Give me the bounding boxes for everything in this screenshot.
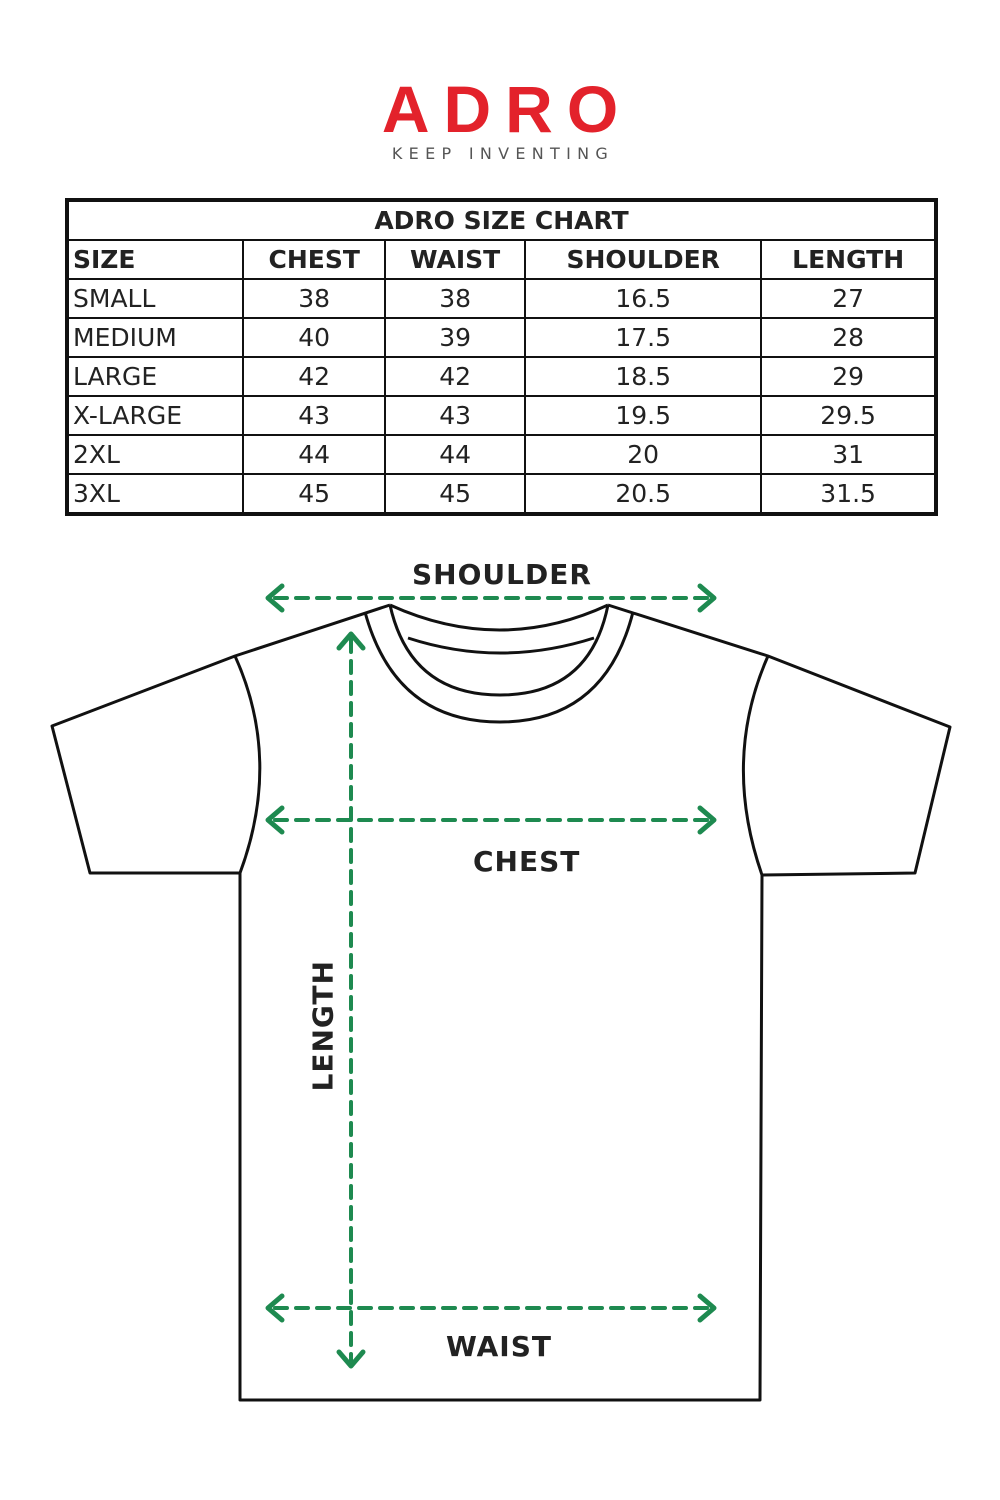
- table-row: X-LARGE 43 43 19.5 29.5: [65, 395, 937, 436]
- shoulder-label: SHOULDER: [412, 558, 592, 591]
- measurement-cell: 17.5: [524, 317, 763, 358]
- arrow-right-icon: [697, 805, 717, 835]
- size-cell: 3XL: [65, 473, 245, 515]
- measurement-cell: 42: [242, 356, 387, 397]
- measurement-cell: 42: [384, 356, 527, 397]
- measurement-cell: 31.5: [760, 473, 937, 515]
- measurement-cell: 45: [384, 473, 527, 515]
- measurement-cell: 29: [760, 356, 937, 397]
- measurement-cell: 43: [384, 395, 527, 436]
- header-size: SIZE: [65, 239, 245, 280]
- logo-wordmark: ADRO: [381, 72, 633, 146]
- table-row: MEDIUM 40 39 17.5 28: [65, 317, 937, 358]
- size-chart-table: ADRO SIZE CHART SIZE CHEST WAIST SHOULDE…: [65, 198, 938, 516]
- measurement-cell: 38: [242, 278, 387, 319]
- measurement-cell: 20: [524, 434, 763, 475]
- brand-logo: ADRO KEEP INVENTING: [0, 74, 1000, 163]
- header-waist: WAIST: [384, 239, 527, 280]
- arrow-up-icon: [336, 631, 366, 651]
- size-cell: SMALL: [65, 278, 245, 319]
- arrow-left-icon: [265, 583, 285, 613]
- header-chest: CHEST: [242, 239, 387, 280]
- measurement-cell: 43: [242, 395, 387, 436]
- measurement-cell: 18.5: [524, 356, 763, 397]
- arrow-right-icon: [697, 583, 717, 613]
- size-cell: 2XL: [65, 434, 245, 475]
- measurement-cell: 38: [384, 278, 527, 319]
- measurement-cell: 28: [760, 317, 937, 358]
- size-cell: X-LARGE: [65, 395, 245, 436]
- table-header-row: SIZE CHEST WAIST SHOULDER LENGTH: [65, 239, 937, 280]
- header-length: LENGTH: [760, 239, 937, 280]
- measurement-cell: 40: [242, 317, 387, 358]
- table-row: 2XL 44 44 20 31: [65, 434, 937, 475]
- length-label: LENGTH: [306, 960, 340, 1092]
- arrow-right-icon: [697, 1293, 717, 1323]
- header-shoulder: SHOULDER: [524, 239, 763, 280]
- waist-label: WAIST: [446, 1330, 552, 1363]
- arrow-left-icon: [265, 805, 285, 835]
- measurement-cell: 45: [242, 473, 387, 515]
- measurement-cell: 16.5: [524, 278, 763, 319]
- measurement-cell: 31: [760, 434, 937, 475]
- arrow-down-icon: [336, 1349, 366, 1369]
- measurement-cell: 27: [760, 278, 937, 319]
- table-title: ADRO SIZE CHART: [66, 199, 937, 241]
- table-row: SMALL 38 38 16.5 27: [65, 278, 937, 319]
- size-cell: LARGE: [65, 356, 245, 397]
- table-row: LARGE 42 42 18.5 29: [65, 356, 937, 397]
- measurement-cell: 44: [242, 434, 387, 475]
- measurement-cell: 29.5: [760, 395, 937, 436]
- chest-label: CHEST: [473, 845, 581, 878]
- size-cell: MEDIUM: [65, 317, 245, 358]
- tshirt-outline: [50, 603, 952, 1402]
- measurement-cell: 39: [384, 317, 527, 358]
- measurement-cell: 44: [384, 434, 527, 475]
- table-row: 3XL 45 45 20.5 31.5: [65, 473, 937, 515]
- logo-tagline: KEEP INVENTING: [391, 144, 615, 163]
- measurement-cell: 20.5: [524, 473, 763, 515]
- arrow-left-icon: [265, 1293, 285, 1323]
- measurement-cell: 19.5: [524, 395, 763, 436]
